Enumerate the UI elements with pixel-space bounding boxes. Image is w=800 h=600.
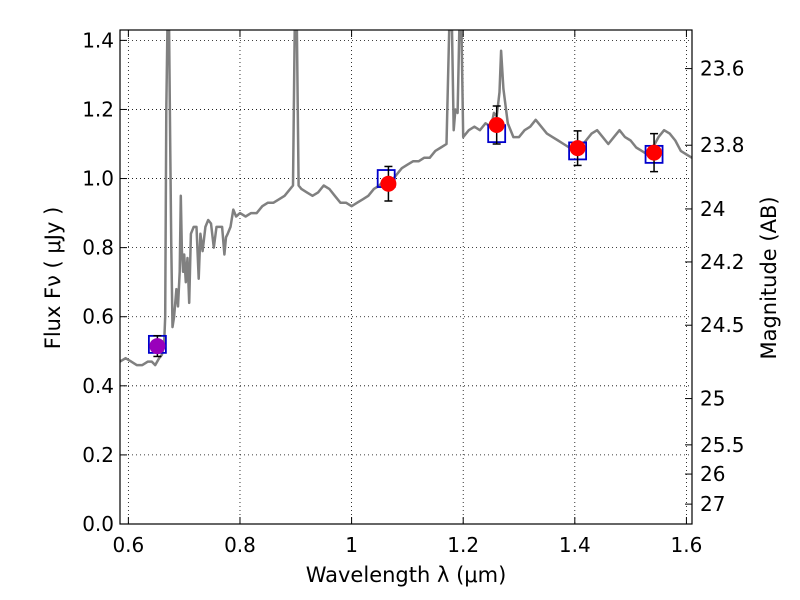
- x-axis-label: Wavelength λ (μm): [306, 563, 507, 587]
- y2-tick-label: 23.6: [700, 57, 745, 81]
- x-tick-label: 1.4: [559, 533, 591, 557]
- grid: [120, 30, 692, 525]
- y-tick-label: 1.2: [82, 97, 114, 121]
- plot-area: [120, 30, 692, 367]
- y-tick-label: 0.4: [82, 374, 114, 398]
- plot-frame: [119, 29, 693, 525]
- x-tick-label: 0.8: [224, 533, 256, 557]
- x-tick-label: 1.6: [671, 533, 703, 557]
- data-point: [646, 144, 663, 161]
- y-tick-label: 0.8: [82, 236, 114, 260]
- x-tick-label: 1.2: [447, 533, 479, 557]
- y2-tick-label: 24.5: [700, 313, 745, 337]
- axes: 0.6 0.8 1 1.2 1.4 1.6 0.0 0.2 0.4 0.6 0.8 1.0 1.2 1.4…: [82, 28, 744, 557]
- y-tick-label: 0.6: [82, 305, 114, 329]
- y2-tick-label: 24: [700, 197, 725, 221]
- y2-axis-label: Magnitude (AB): [757, 196, 781, 359]
- y-tick-label: 1.0: [82, 167, 114, 191]
- x-tick-label: 1: [345, 533, 358, 557]
- y2-tick-label: 25: [700, 387, 725, 411]
- y-tick-label: 0.0: [82, 512, 114, 536]
- y-axis-label: Flux Fν ( μJy ): [41, 207, 65, 350]
- y2-tick-label: 24.2: [700, 250, 745, 274]
- data-point: [569, 140, 586, 157]
- y2-tick-label: 25.5: [700, 433, 745, 457]
- y-tick-label: 1.4: [82, 28, 114, 52]
- x-tick-label: 0.6: [112, 533, 144, 557]
- y-tick-label: 0.2: [82, 443, 114, 467]
- data-point: [149, 338, 166, 355]
- data-point: [380, 175, 397, 192]
- y2-tick-label: 23.8: [700, 133, 745, 157]
- y2-tick-label: 26: [700, 462, 725, 486]
- data-point: [488, 117, 505, 133]
- y2-tick-label: 27: [700, 492, 725, 516]
- spectrum-line: [120, 30, 692, 367]
